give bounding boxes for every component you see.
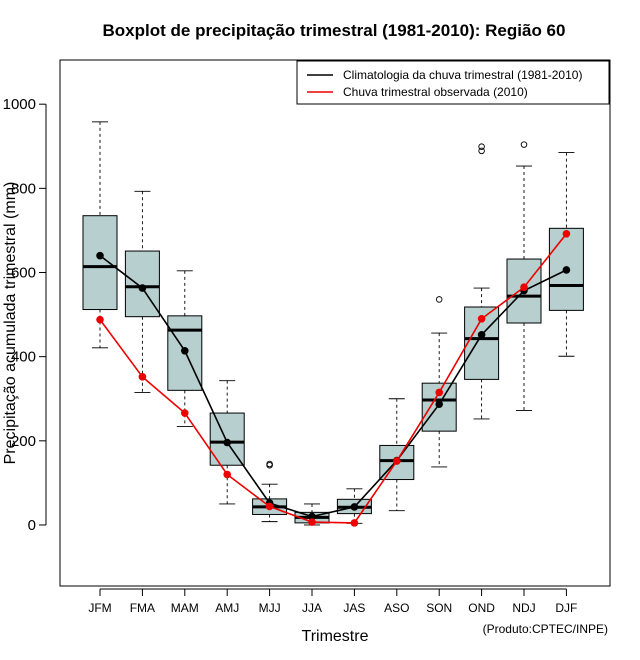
x-tick-label: AMJ [215,601,239,615]
x-tick-label: JAS [343,601,365,615]
x-axis-title: Trimestre [302,628,369,645]
x-tick-label: OND [468,601,495,615]
y-axis: 0 200 400 600 800 1000 [3,96,47,534]
legend-label-observed: Chuva trimestral observada (2010) [343,85,528,99]
legend-box [296,60,610,105]
y-tick-label: 200 [11,433,36,450]
series-point [308,512,316,521]
x-tick-label: FMA [130,601,155,615]
x-tick-label: NDJ [512,601,535,615]
y-tick-label: 0 [28,517,36,534]
series-point [350,519,359,527]
box-ndj [506,141,542,411]
x-tick-label: JFM [88,601,111,615]
series-point [435,388,444,397]
series-line [99,255,567,518]
outlier-point [478,143,485,150]
series-point [520,283,528,292]
series-point [562,266,571,274]
series-point [138,373,147,381]
y-tick-label: 400 [11,349,36,366]
series-line [99,233,568,524]
x-tick-label: DJF [555,601,577,615]
box-iqr [82,215,118,311]
outlier-point [520,141,528,148]
box-jfm [82,121,118,349]
series-point [181,346,189,355]
series-point [350,503,359,511]
outlier-point [435,296,443,303]
box-mjj [252,460,288,523]
x-tick-label: JJA [302,601,322,615]
product-credit: (Produto:CPTEC/INPE) [483,622,608,636]
box-aso [379,398,415,512]
legend: Climatologia da chuva trimestral (1981-2… [296,60,610,105]
outlier-point [478,147,485,155]
x-axis: JFM FMA MAM AMJ MJJ JJA JAS ASO SON OND NDJ DJF [88,588,577,615]
y-tick-label: 800 [11,180,36,197]
series-point [477,330,486,339]
box-ond [464,143,500,420]
series-point [96,315,104,324]
series-point [138,284,147,292]
series-point [181,409,189,417]
series-point [393,457,401,465]
boxes [82,121,584,526]
series-point [265,502,274,511]
box-son [421,296,457,468]
series-point [308,518,316,526]
series-observed [96,229,571,527]
series-lines [96,229,571,527]
series-point [435,400,444,409]
x-tick-label: MJJ [259,601,281,615]
y-axis-title: Precipitação acumulada trimestral (mm) [2,182,19,465]
series-point [223,470,231,479]
x-tick-label: MAM [171,601,199,615]
legend-label-climatology: Climatologia da chuva trimestral (1981-2… [343,68,582,82]
y-tick-label: 600 [11,265,36,282]
series-point [562,229,571,238]
chart-title: Boxplot de precipitação trimestral (1981… [103,21,566,40]
x-tick-label: SON [426,601,452,615]
series-point [96,251,104,260]
series-point [477,314,486,323]
x-tick-label: ASO [384,601,409,615]
y-tick-label: 1000 [3,96,36,113]
box-djf [548,152,584,357]
series-point [223,438,231,447]
plot-frame [59,59,611,587]
outlier-point [266,461,273,469]
